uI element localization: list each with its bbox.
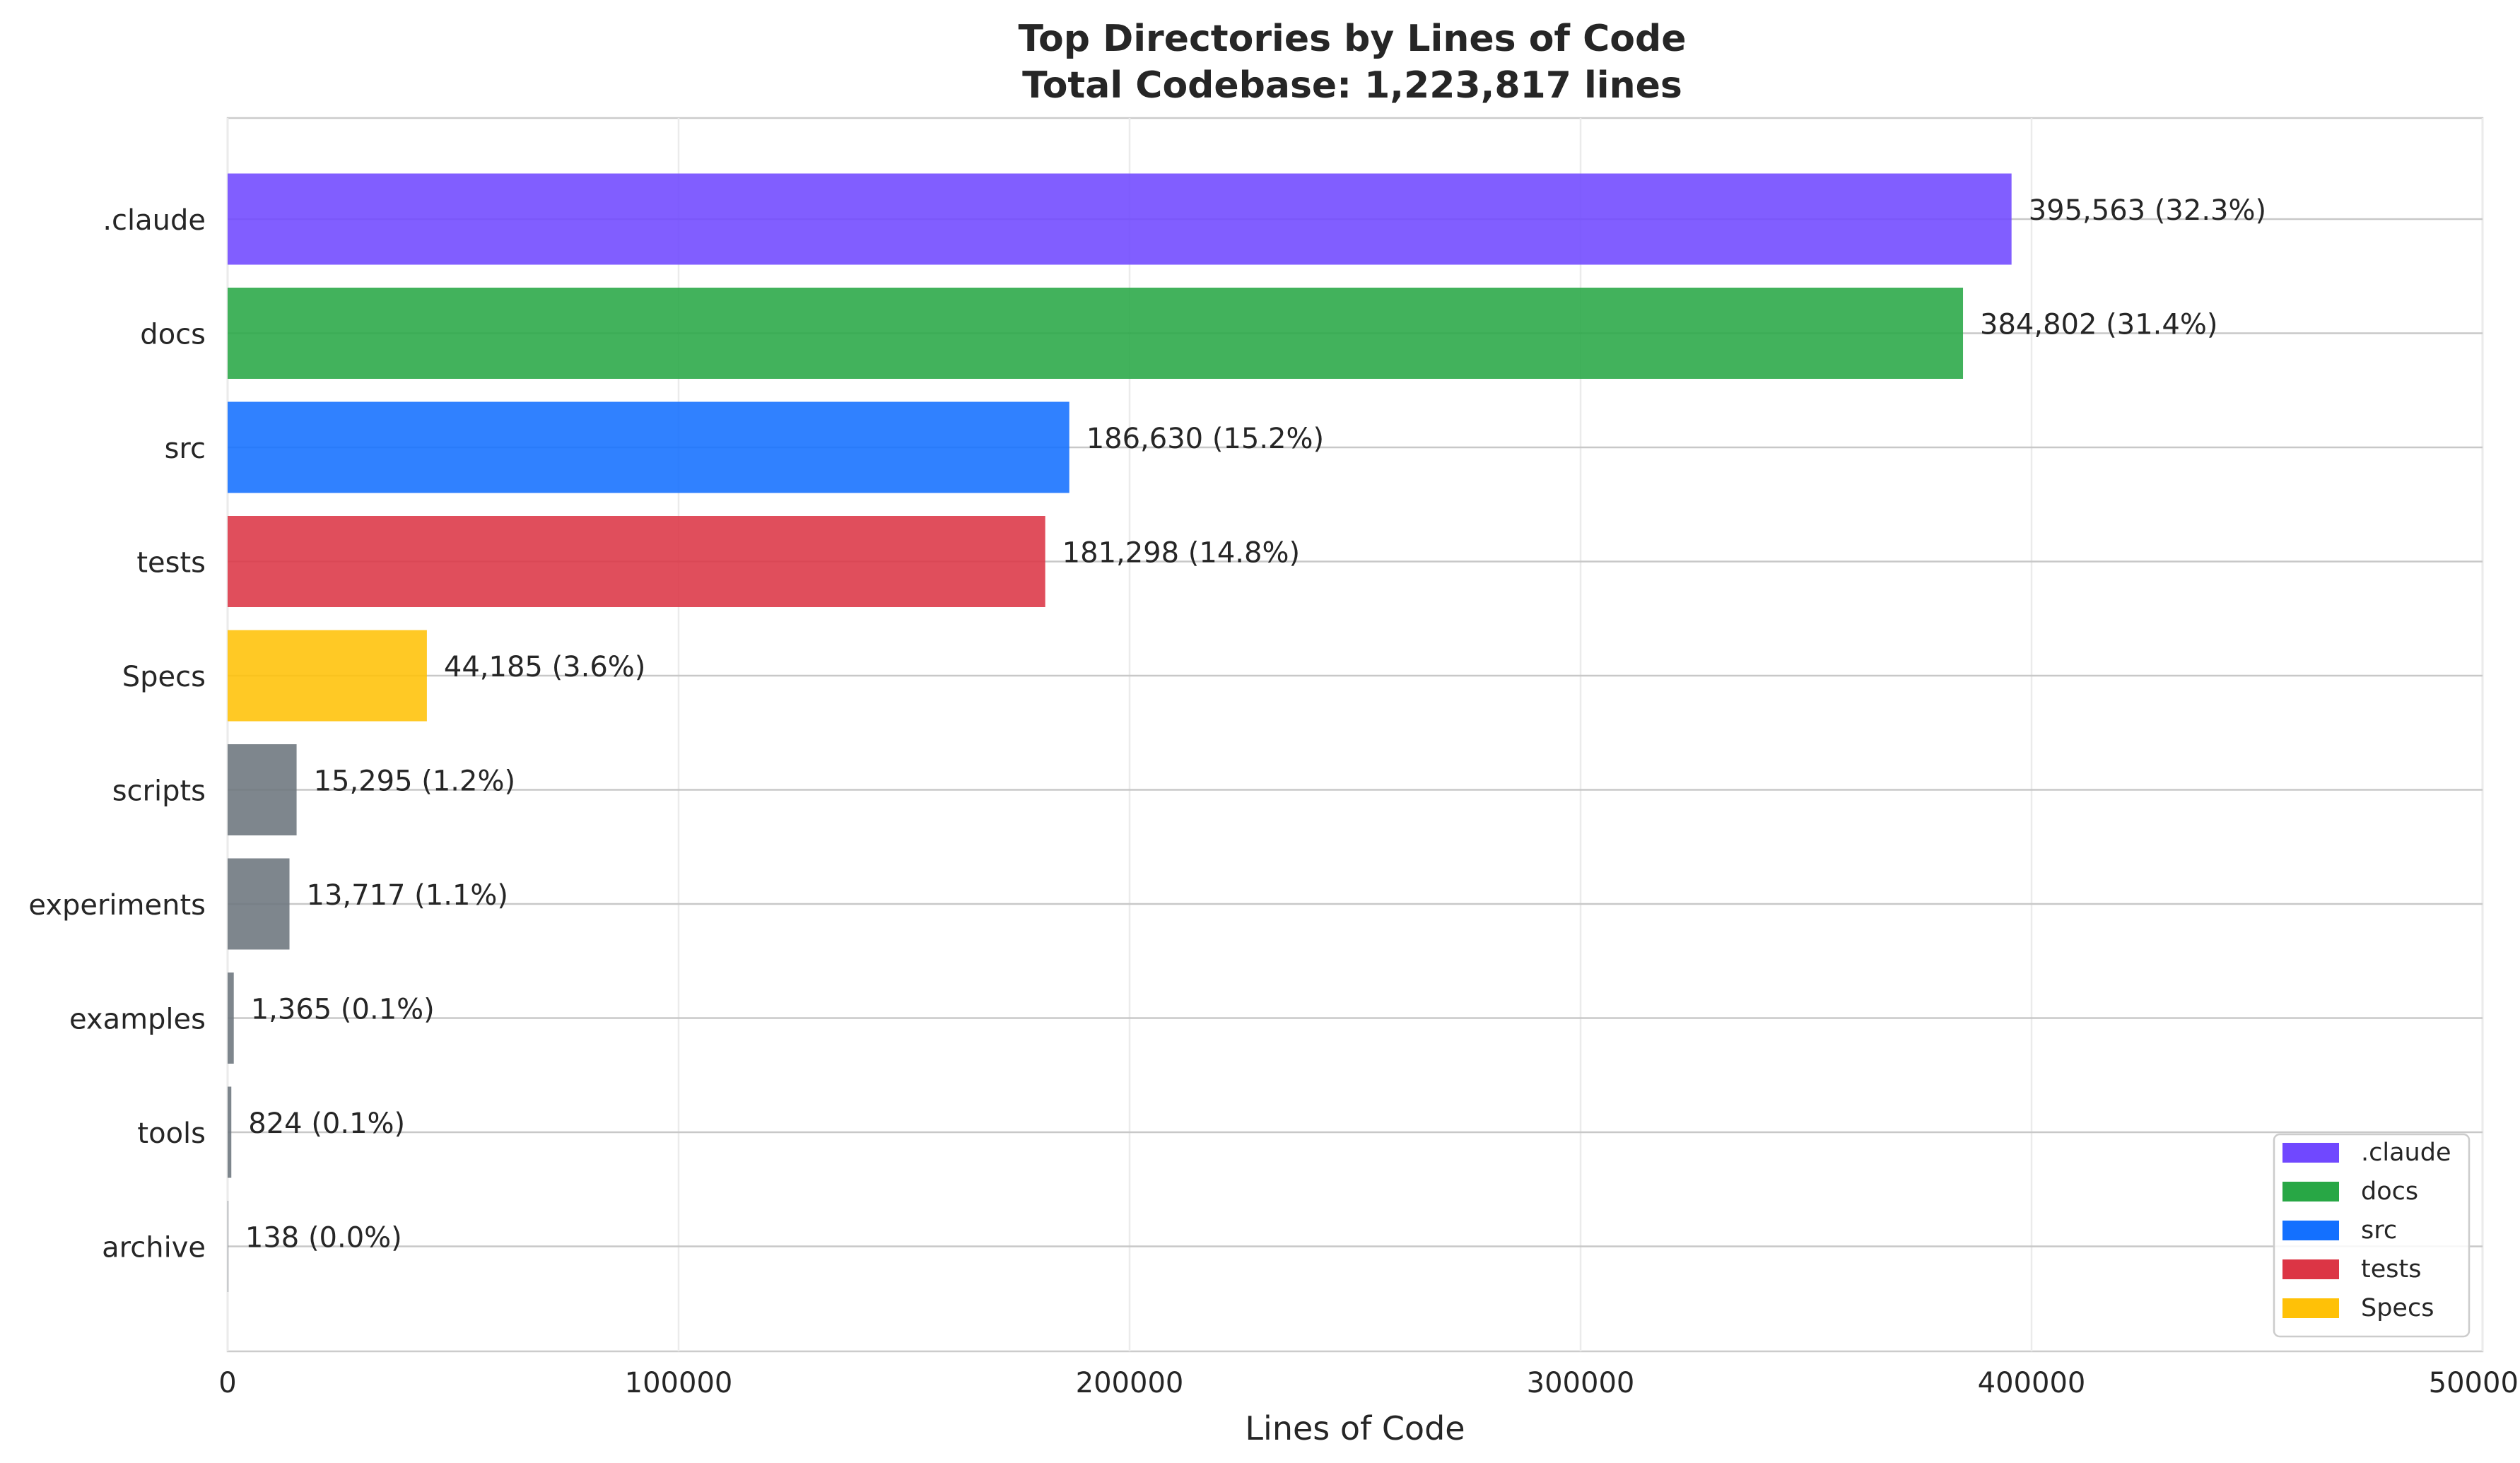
x-tick-label: 400000: [1978, 1367, 2086, 1399]
bar-experiments: [228, 858, 290, 950]
y-tick-label: examples: [69, 1004, 206, 1036]
bar-src: [228, 401, 1069, 493]
chart-subtitle: Total Codebase: 1,223,817 lines: [1022, 64, 1682, 107]
y-tick-label: scripts: [112, 775, 206, 808]
bar-tools: [228, 1086, 232, 1178]
y-tick-label: Specs: [122, 661, 206, 693]
legend-label: tests: [2361, 1255, 2421, 1283]
data-label: 138 (0.0%): [245, 1222, 402, 1255]
legend: .claude docs src tests Specs: [2273, 1133, 2471, 1338]
chart-title: Top Directories by Lines of Code: [1018, 18, 1686, 60]
y-tick-label: tools: [137, 1117, 206, 1150]
bar-examples: [228, 973, 234, 1064]
data-label: 181,298 (14.8%): [1062, 537, 1300, 570]
y-tick-label: docs: [140, 319, 206, 351]
bar-tests: [228, 516, 1045, 607]
y-tick-labels: .claude docs src tests Specs scripts experimen…: [28, 204, 206, 1264]
legend-swatch: [2282, 1298, 2339, 1318]
data-label: 15,295 (1.2%): [314, 765, 516, 798]
x-tick-label: 300000: [1527, 1367, 1635, 1399]
y-tick-label: tests: [136, 547, 206, 580]
legend-label: .claude: [2361, 1139, 2451, 1167]
x-tick-label: 200000: [1076, 1367, 1184, 1399]
data-label: 395,563 (32.3%): [2029, 194, 2266, 227]
bar-Specs: [228, 630, 427, 722]
bar-claude: [228, 173, 2012, 265]
data-label: 1,365 (0.1%): [251, 994, 435, 1026]
data-label: 384,802 (31.4%): [1980, 309, 2217, 341]
legend-swatch: [2282, 1143, 2339, 1163]
y-tick-label: archive: [102, 1232, 206, 1264]
bar-scripts: [228, 744, 297, 835]
data-label: 824 (0.1%): [248, 1107, 405, 1140]
bar-docs: [228, 288, 1964, 379]
x-tick-label: 100000: [625, 1367, 733, 1399]
y-tick-label: .claude: [102, 204, 206, 237]
y-tick-label: experiments: [28, 889, 206, 922]
data-label: 44,185 (3.6%): [444, 651, 646, 683]
x-tick-labels: 0 100000 200000 300000 400000 500000: [218, 1367, 2520, 1399]
bars: [228, 173, 2012, 1292]
legend-swatch: [2282, 1221, 2339, 1240]
data-label: 186,630 (15.2%): [1086, 423, 1324, 455]
legend-label: docs: [2361, 1177, 2418, 1206]
legend-label: Specs: [2361, 1294, 2434, 1322]
y-tick-label: src: [165, 433, 206, 465]
legend-label: src: [2361, 1216, 2397, 1245]
legend-swatch: [2282, 1259, 2339, 1279]
data-label: 13,717 (1.1%): [307, 879, 509, 912]
x-tick-label: 500000: [2429, 1367, 2520, 1399]
x-axis-label: Lines of Code: [1245, 1409, 1465, 1447]
data-labels: 395,563 (32.3%) 384,802 (31.4%) 186,630 (1…: [245, 194, 2266, 1255]
x-tick-label: 0: [218, 1367, 236, 1399]
legend-swatch: [2282, 1182, 2339, 1201]
